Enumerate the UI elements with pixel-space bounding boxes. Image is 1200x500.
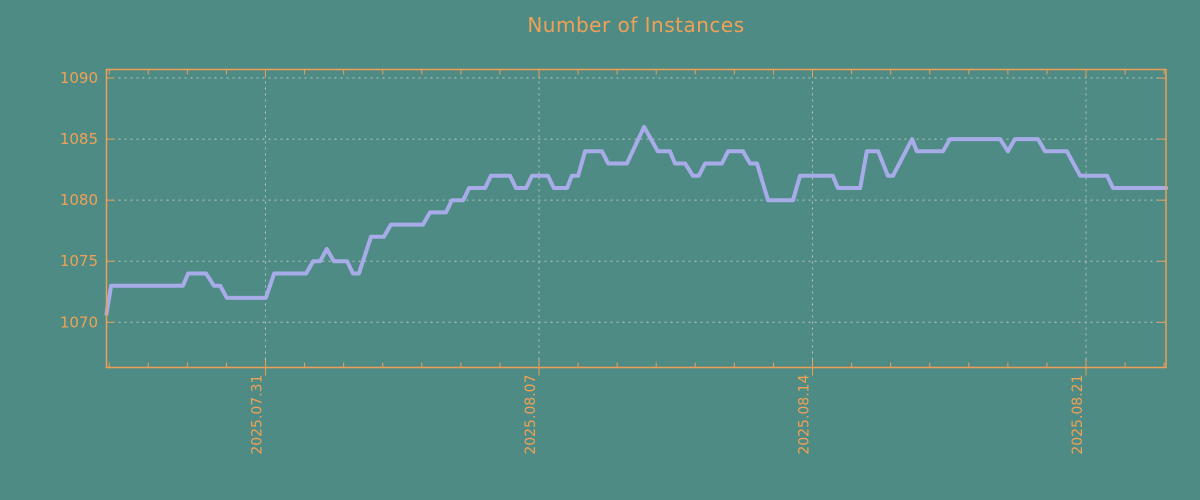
x-tick-label: 2025.08.21 — [1070, 375, 1086, 455]
x-tick-label: 2025.08.14 — [797, 374, 813, 454]
y-tick-label: 1085 — [60, 130, 98, 148]
y-tick-label: 1070 — [60, 313, 98, 331]
y-tick-label: 1075 — [60, 252, 98, 270]
y-tick-label: 1080 — [60, 191, 98, 209]
plot-border — [105, 68, 1167, 369]
y-tick-label: 1090 — [60, 69, 98, 87]
x-tick-label: 2025.08.07 — [523, 375, 539, 455]
x-tick-label: 2025.07.31 — [249, 375, 265, 455]
series-line — [104, 124, 1169, 316]
chart-title: Number of Instances — [527, 13, 745, 37]
